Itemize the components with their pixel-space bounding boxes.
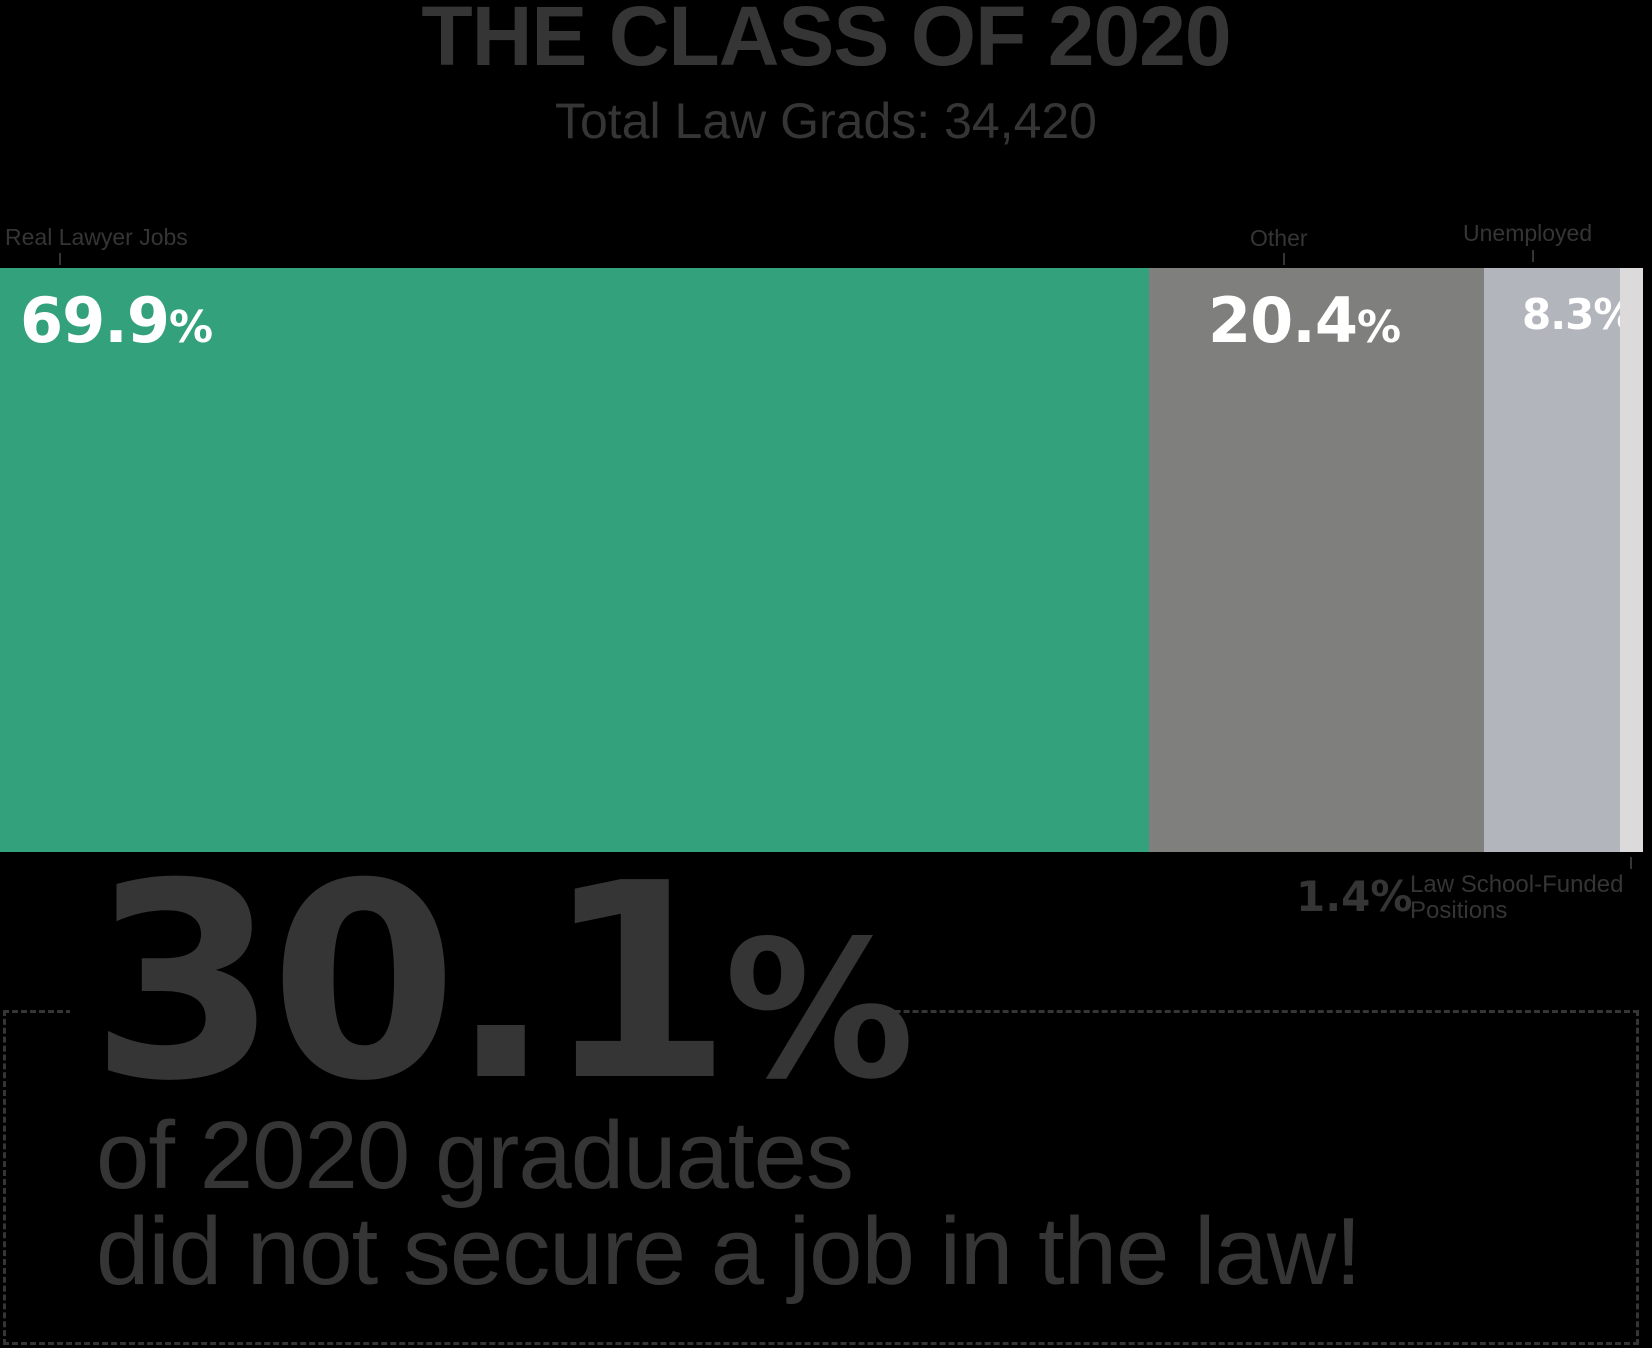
callout-caption: of 2020 graduates did not secure a job i… — [96, 1102, 1362, 1305]
label-law-school-funded-line2: Positions — [1410, 897, 1508, 925]
chart-subtitle: Total Law Grads: 34,420 — [555, 93, 1097, 149]
tick-other — [1283, 253, 1285, 265]
callout-box-gap — [70, 1000, 852, 1020]
stacked-bar: 69.9% 20.4% 8.3% — [0, 268, 1643, 852]
callout-line1: of 2020 graduates — [96, 1102, 854, 1209]
value-real-lawyer-jobs: 69.9% — [20, 284, 213, 357]
value-other: 20.4% — [1208, 284, 1401, 357]
callout-line2: did not secure a job in the law! — [96, 1198, 1362, 1305]
segment-other: 20.4% — [1149, 268, 1484, 852]
segment-unemployed: 8.3% — [1484, 268, 1636, 852]
value-unemployed: 8.3% — [1522, 290, 1636, 339]
tick-unemployed — [1532, 250, 1534, 262]
segment-law-school-funded — [1620, 268, 1643, 852]
tick-real-lawyer-jobs — [59, 253, 61, 265]
segment-real-lawyer-jobs: 69.9% — [0, 268, 1149, 852]
tick-law-school-funded — [1630, 857, 1632, 869]
label-unemployed: Unemployed — [1463, 220, 1593, 246]
label-law-school-funded: Law School-Funded Positions — [1410, 871, 1624, 925]
callout-stat: 30.1% — [90, 825, 915, 1140]
value-law-school-funded: 1.4% — [1296, 872, 1413, 921]
label-other: Other — [1250, 225, 1308, 251]
chart-title: THE CLASS OF 2020 — [421, 0, 1231, 83]
label-law-school-funded-line1: Law School-Funded — [1410, 871, 1624, 898]
label-real-lawyer-jobs: Real Lawyer Jobs — [5, 224, 188, 250]
